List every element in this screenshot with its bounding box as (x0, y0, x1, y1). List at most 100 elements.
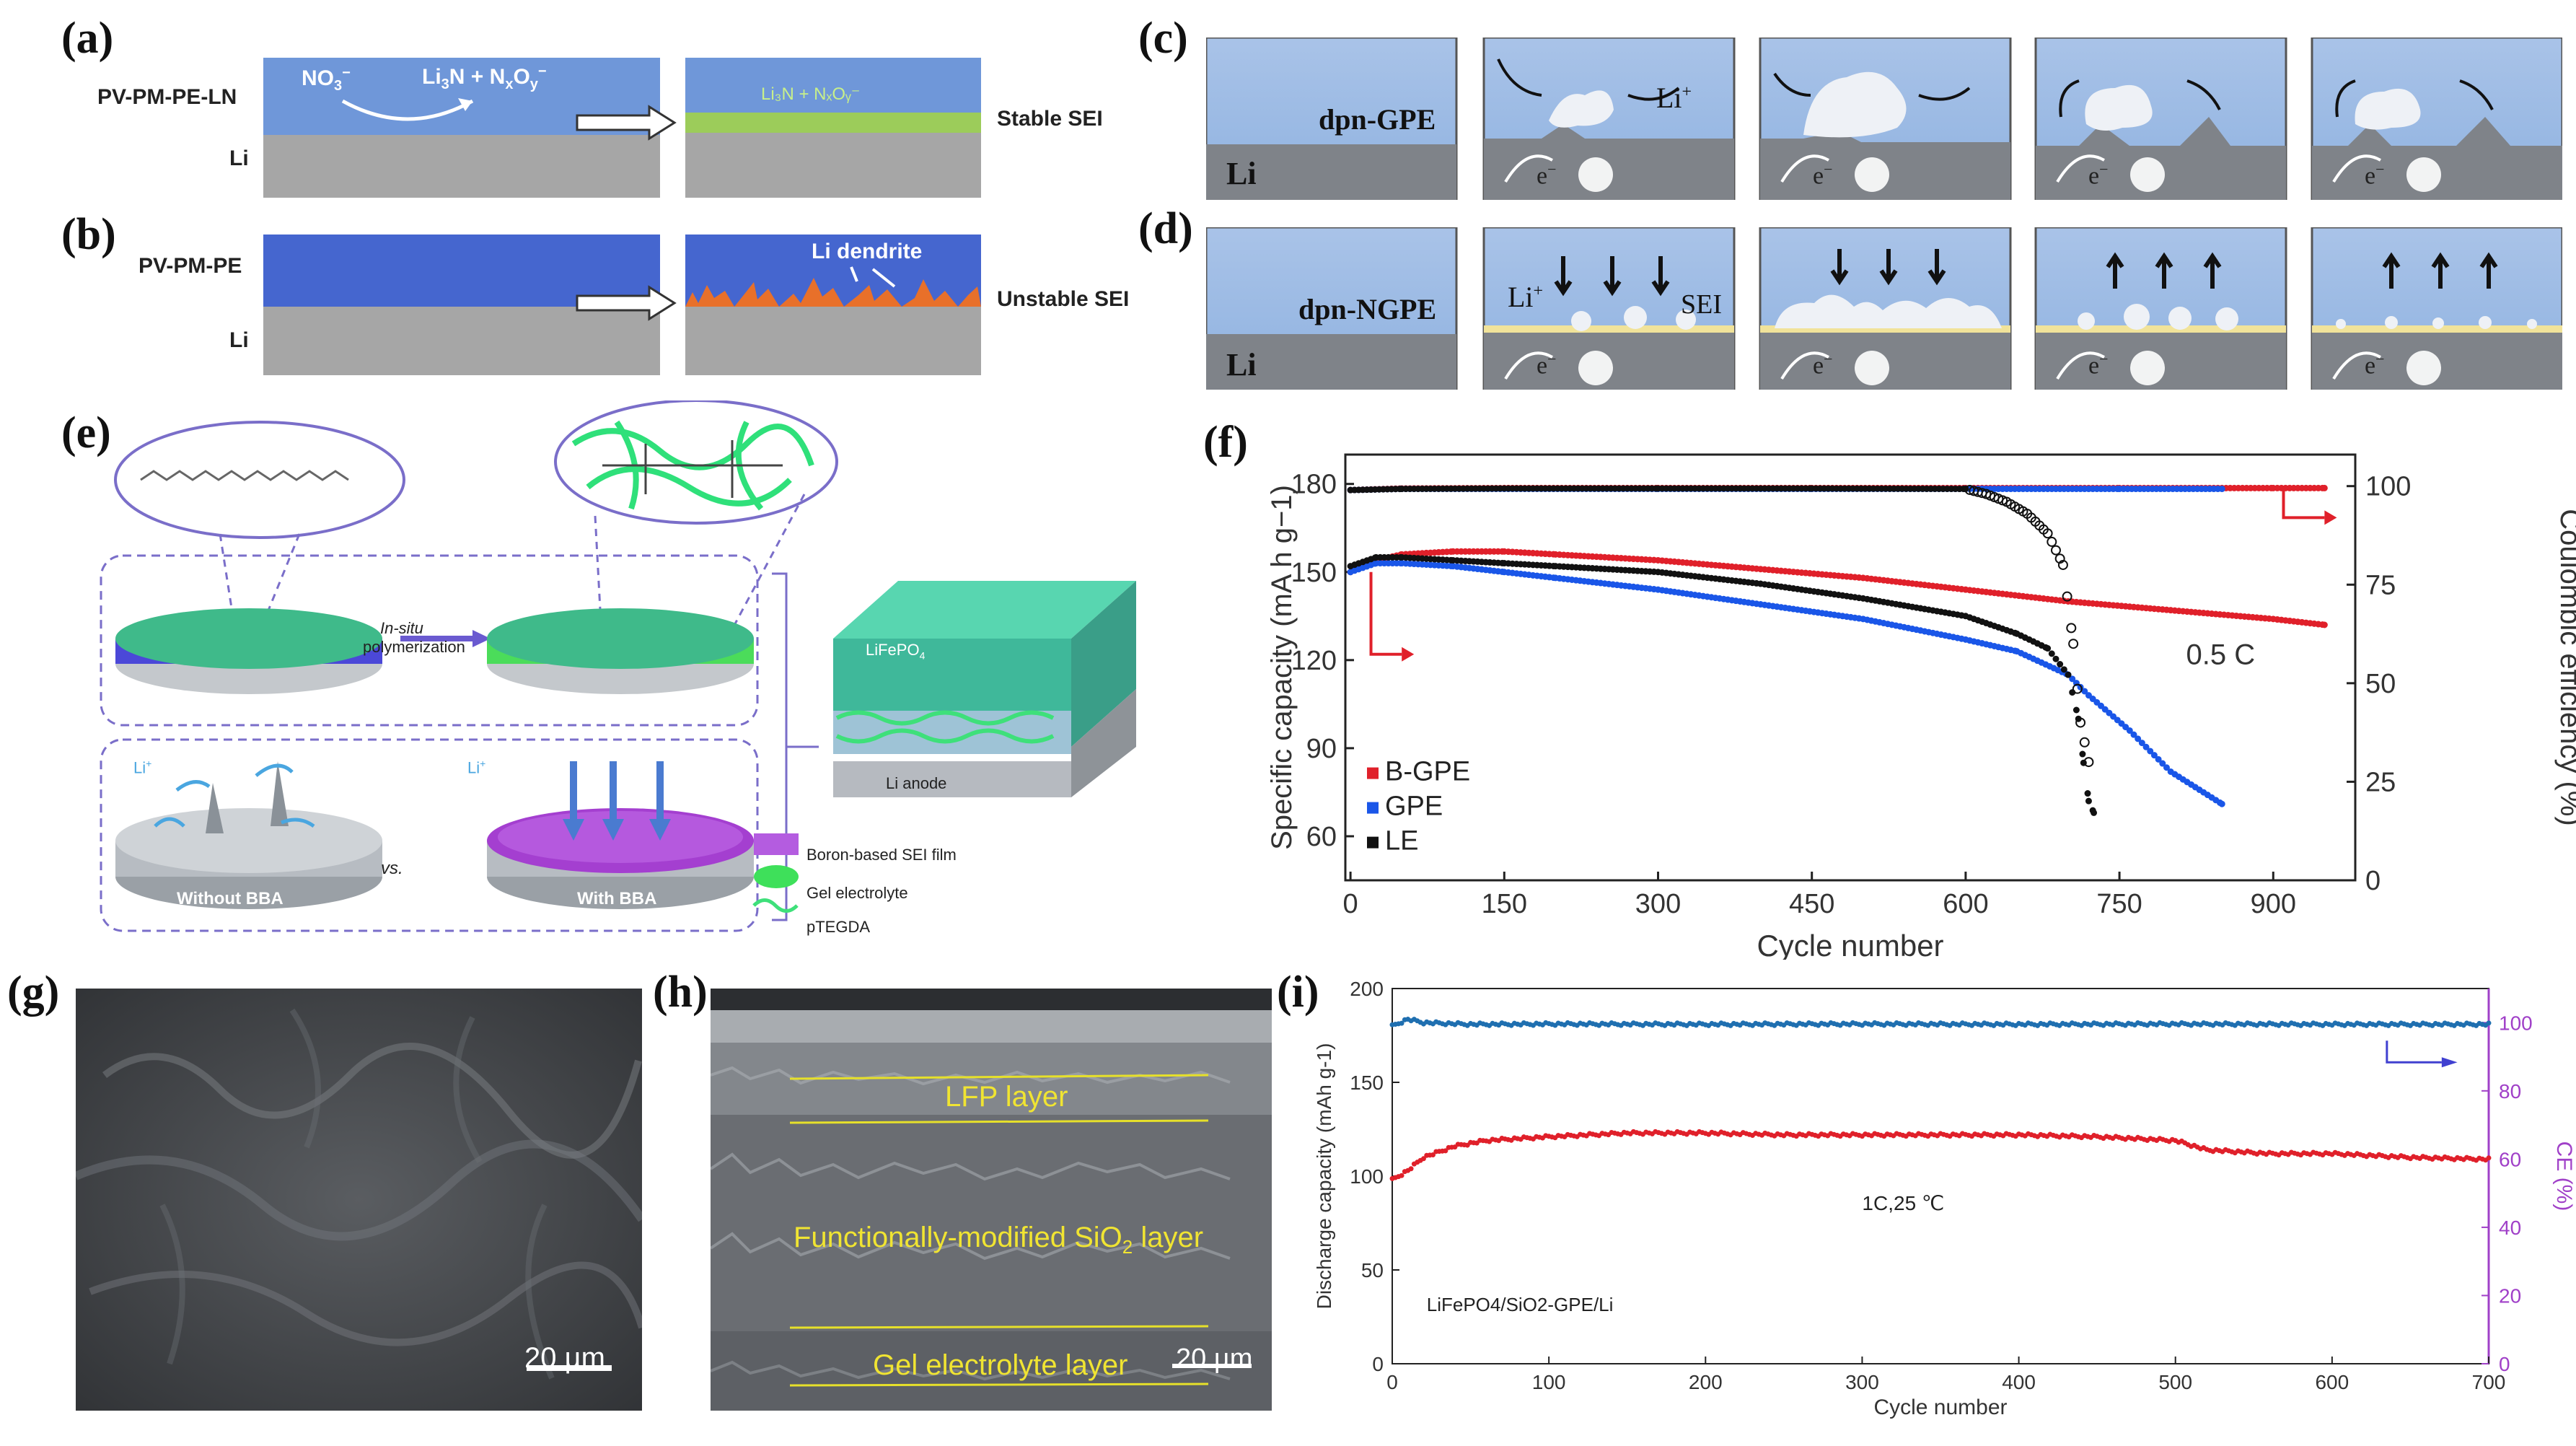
electron-label: e− (1537, 160, 1557, 190)
frame-5 (2311, 38, 2562, 200)
y-axis-title: Discharge capacity (mAh g-1) (1313, 1043, 1335, 1310)
y2-axis-title: Coulombic efficiency (%) (2554, 509, 2576, 825)
data-point (2159, 760, 2166, 767)
x-tick-label: 600 (1943, 889, 1988, 919)
data-point (2142, 743, 2150, 750)
x-axis-title: Cycle number (1757, 929, 1943, 960)
polymerization-label: polymerization (363, 638, 465, 656)
right-axis-arrow (2282, 490, 2325, 520)
data-point (1420, 1156, 1426, 1162)
x-tick-label: 300 (1635, 889, 1681, 919)
x-tick-label: 200 (1689, 1371, 1723, 1393)
panel-f-label: (f) (1203, 418, 1248, 467)
data-point (2163, 764, 2170, 771)
with-bba-label: With BBA (577, 889, 657, 908)
x-tick-label: 750 (2096, 889, 2142, 919)
li-metal-label: Li (1226, 347, 1257, 382)
x-tick-label: 0 (1343, 889, 1358, 919)
data-point (2101, 706, 2109, 713)
data-point (1443, 1148, 1449, 1154)
electron-label: e− (2088, 160, 2109, 190)
chart-i: 0 100 200 300 400 500 600 700050100150200020406… (1313, 978, 2576, 1419)
li-dendrite-label: Li dendrite (812, 240, 923, 263)
li-metal-label: Li (1226, 156, 1257, 191)
frame-1 (1206, 227, 1458, 390)
stable-sei-label: Stable SEI (997, 107, 1103, 131)
data-point (2047, 536, 2057, 547)
data-point (2089, 696, 2096, 703)
data-point (1399, 1020, 1405, 1026)
frame-5 (2311, 227, 2562, 390)
electron-label: e− (2365, 160, 2385, 190)
electron-label: e− (2088, 350, 2109, 380)
data-point (2126, 727, 2133, 734)
frame-2 (1482, 227, 1736, 390)
data-point (2065, 671, 2072, 678)
data-point (2072, 683, 2083, 694)
x-axis-title: Cycle number (1873, 1395, 2007, 1419)
data-point (1399, 1173, 1405, 1178)
data-point (2130, 731, 2137, 738)
sem-image-h (711, 989, 1272, 1411)
data-point (1408, 1166, 1414, 1172)
panel-d-sequence (1206, 227, 2562, 390)
ion-li3n: Li3N + NxOy− (422, 63, 547, 92)
layer-label-top: PV-PM-PE-LN (97, 85, 237, 109)
y-tick-label: 50 (1361, 1259, 1384, 1281)
data-point (2079, 750, 2086, 758)
cathode-label: LiFePO4 (866, 641, 926, 662)
data-point (2486, 1020, 2492, 1026)
right-axis-arrowhead (2441, 1057, 2458, 1068)
x-tick-label: 150 (1482, 889, 1527, 919)
legend-swatch (1367, 802, 1379, 814)
x-tick-label: 900 (2251, 889, 2296, 919)
legend-swatch (1367, 836, 1379, 849)
data-point (2057, 559, 2068, 570)
y-tick-label: 90 (1306, 734, 1337, 764)
y-tick-label: 150 (1350, 1072, 1384, 1094)
li-ion-label: Li+ (1656, 82, 1692, 114)
data-point (2110, 713, 2117, 720)
dpn-gpe-label: dpn-GPE (1319, 103, 1436, 136)
data-point (2118, 720, 2125, 727)
panel-h-label: (h) (653, 968, 708, 1017)
frame-4 (2034, 227, 2287, 390)
data-point (2052, 655, 2060, 662)
layer-label-li: Li (229, 146, 249, 170)
panel-a-label: (a) (61, 14, 114, 63)
lfp-layer-label: LFP layer (945, 1081, 1068, 1113)
electron-label: e− (2365, 350, 2385, 380)
legend-sei-label: Boron-based SEI film (806, 846, 957, 864)
legend-swatch-sei (754, 833, 799, 855)
y-tick-label: 200 (1350, 978, 1384, 1000)
frame-4 (2034, 38, 2287, 200)
anode-label: Li anode (886, 774, 947, 792)
y2-tick-label: 60 (2499, 1148, 2521, 1170)
sei-label: SEI (1681, 289, 1722, 320)
panel-e-label: (e) (61, 408, 111, 457)
data-point (2114, 717, 2121, 724)
left-axis-arrowhead (1402, 647, 1415, 662)
legend-gel-label: Gel electrolyte (806, 884, 908, 902)
data-point (2048, 650, 2055, 657)
cell-annotation: LiFePO4/SiO2-GPE/Li (1427, 1294, 1614, 1315)
data-point (2321, 484, 2328, 491)
frame-3 (1759, 227, 2012, 390)
data-point (2321, 621, 2328, 628)
without-bba-label: Without BBA (177, 889, 283, 908)
frame-2 (1482, 38, 1736, 200)
data-point (2042, 528, 2053, 539)
data-point (2135, 735, 2142, 742)
data-point (2084, 790, 2091, 797)
y2-tick-label: 75 (2365, 570, 2396, 600)
panel-a-before (263, 58, 660, 198)
rate-annotation: 1C,25 ℃ (1862, 1192, 1944, 1214)
y2-tick-label: 100 (2499, 1012, 2533, 1034)
panel-c-label: (c) (1138, 14, 1188, 63)
plot-frame (1344, 453, 2357, 882)
chart-f: 0 150 300 450 600 750 900 60 90 120 150 180 0 25 50 75 1… (1270, 453, 2576, 960)
y-tick-label: 100 (1350, 1165, 1384, 1188)
y-tick-label: 180 (1291, 470, 1337, 500)
scale-bar-label: 20 µm (1176, 1344, 1253, 1374)
data-point (2050, 545, 2061, 556)
